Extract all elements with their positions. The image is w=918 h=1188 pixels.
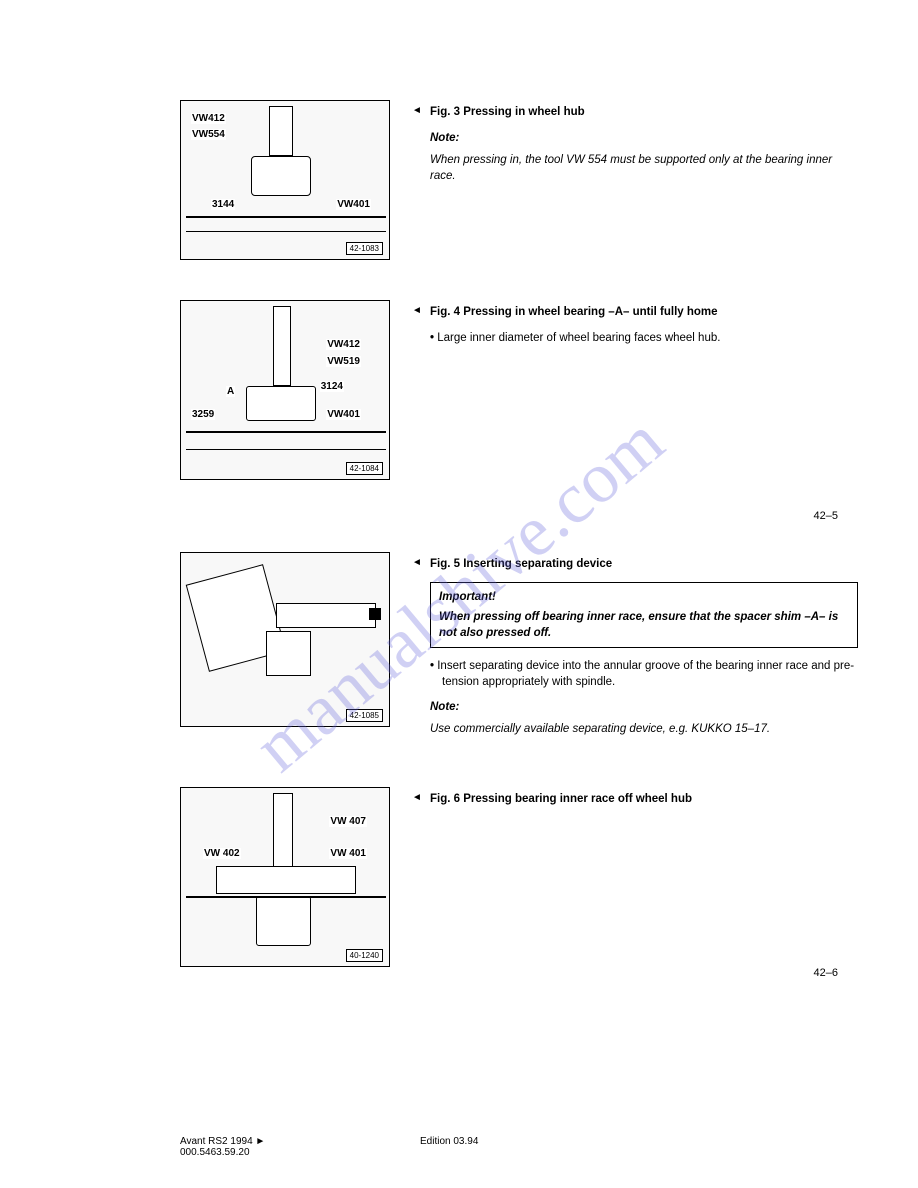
fig4-ref: 42-1084 [346,462,383,475]
fig6-label-vw402: VW 402 [203,848,241,859]
fig3-note-text: When pressing in, the tool VW 554 must b… [430,152,858,184]
fig5-important-box: Important! When pressing off bearing inn… [430,582,858,648]
fig4-title: Fig. 4 Pressing in wheel bearing –A– unt… [430,304,858,320]
footer-left: Avant RS2 1994 ► 000.5463.59.20 [180,1136,420,1158]
fig5-ref: 42-1085 [346,709,383,722]
fig4-image: VW412 VW519 3124 A 3259 VW401 42-1084 [180,300,390,480]
page-num-1: 42–5 [180,510,858,522]
fig3-text: Fig. 3 Pressing in wheel hub Note: When … [430,100,858,260]
footer: Avant RS2 1994 ► 000.5463.59.20 Edition … [180,1136,858,1158]
fig6-text: Fig. 6 Pressing bearing inner race off w… [430,787,858,967]
fig6-label-vw401: VW 401 [329,848,367,859]
footer-edition: Edition 03.94 [420,1136,858,1158]
fig5-text: Fig. 5 Inserting separating device Impor… [430,552,858,747]
fig5-important-label: Important! [439,589,849,605]
fig4-label-vw519: VW519 [326,356,361,367]
fig5-bullet: Insert separating device into the annula… [442,658,858,690]
fig3-label-3144: 3144 [211,199,235,210]
footer-model: Avant RS2 1994 ► [180,1136,420,1147]
fig6-ref: 40-1240 [346,949,383,962]
fig4-label-a: A [226,386,235,397]
fig4-section: VW412 VW519 3124 A 3259 VW401 42-1084 Fi… [180,300,858,480]
fig5-important-text: When pressing off bearing inner race, en… [439,609,849,641]
fig5-image: a 42-1085 [180,552,390,727]
fig3-section: VW412 VW554 3144 VW401 42-1083 Fig. 3 Pr… [180,100,858,260]
fig3-note-label: Note: [430,130,858,146]
fig3-label-vw401: VW401 [336,199,371,210]
fig6-image: VW 407 VW 402 VW 401 40-1240 [180,787,390,967]
fig3-image: VW412 VW554 3144 VW401 42-1083 [180,100,390,260]
fig4-text: Fig. 4 Pressing in wheel bearing –A– unt… [430,300,858,480]
fig3-ref: 42-1083 [346,242,383,255]
page-num-2: 42–6 [180,967,858,979]
fig4-bullet: Large inner diameter of wheel bearing fa… [442,330,858,346]
footer-part: 000.5463.59.20 [180,1147,420,1158]
fig5-section: a 42-1085 Fig. 5 Inserting separating de… [180,552,858,747]
fig6-label-vw407: VW 407 [329,816,367,827]
fig5-title: Fig. 5 Inserting separating device [430,556,858,572]
fig5-note-label: Note: [430,699,858,715]
fig4-label-3259: 3259 [191,409,215,420]
fig6-title: Fig. 6 Pressing bearing inner race off w… [430,791,858,807]
fig4-label-vw412: VW412 [326,339,361,350]
page-container: VW412 VW554 3144 VW401 42-1083 Fig. 3 Pr… [0,0,918,1188]
fig6-section: VW 407 VW 402 VW 401 40-1240 Fig. 6 Pres… [180,787,858,967]
fig4-label-3124: 3124 [320,381,344,392]
fig3-title: Fig. 3 Pressing in wheel hub [430,104,858,120]
fig4-label-vw401: VW401 [326,409,361,420]
fig5-note-text: Use commercially available separating de… [430,721,858,737]
fig3-label-vw554: VW554 [191,129,226,140]
fig3-label-vw412: VW412 [191,113,226,124]
